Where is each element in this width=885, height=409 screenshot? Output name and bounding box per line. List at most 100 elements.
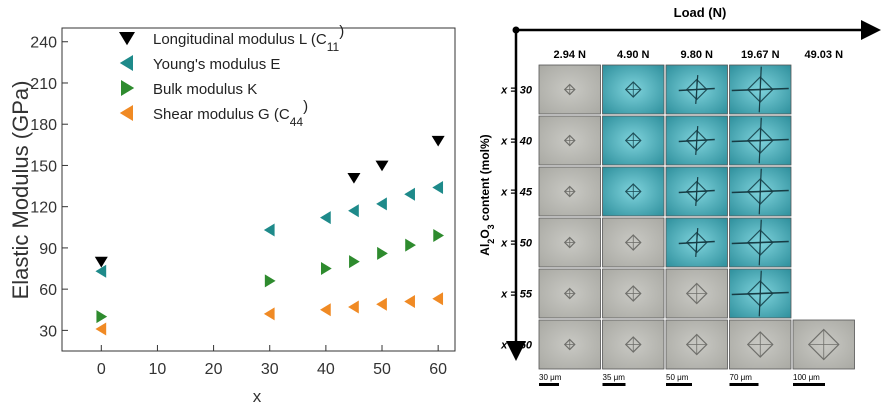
x-axis-ticks: 0 10 20 30 40 50 60 xyxy=(97,345,447,378)
data-point xyxy=(263,307,275,321)
y-tick-label: 30 xyxy=(39,323,57,340)
micrograph-cell xyxy=(538,268,601,319)
data-point xyxy=(404,295,415,309)
y-tick-label: 120 xyxy=(30,200,57,217)
crack-line xyxy=(758,219,762,266)
micrograph-cell xyxy=(729,268,792,319)
x-tick-label: 0 xyxy=(97,361,106,378)
data-point xyxy=(320,303,331,317)
crack-line xyxy=(695,126,699,155)
indentation-image-grid: Load (N) Al2O3 content (mol%) 2.94 N 4.90… xyxy=(478,5,881,386)
data-point xyxy=(95,264,107,278)
data-point xyxy=(433,229,445,243)
scale-bar xyxy=(666,383,692,386)
x-tick-label: 20 xyxy=(205,361,223,378)
x-axis-label: x xyxy=(253,387,262,406)
micrograph-cell xyxy=(538,115,601,166)
load-column-label: 49.03 N xyxy=(804,49,843,61)
data-point xyxy=(263,223,275,237)
legend-label: Longitudinal modulus L (C11) xyxy=(153,23,344,55)
crack-line xyxy=(758,270,762,317)
micrograph-cell xyxy=(665,268,728,319)
micrograph-cell xyxy=(665,64,728,115)
y-tick-label: 180 xyxy=(30,117,57,134)
data-point xyxy=(375,160,389,172)
y-axis-label: Elastic Modulus (GPa) xyxy=(8,81,33,300)
load-axis-label: Load (N) xyxy=(674,5,727,20)
crack-line xyxy=(695,177,699,206)
legend-marker xyxy=(119,105,133,121)
crack-line xyxy=(695,75,699,104)
micrograph-cell xyxy=(538,217,601,268)
data-point xyxy=(347,172,361,184)
data-point xyxy=(349,255,360,269)
load-column-label: 9.80 N xyxy=(681,49,713,61)
data-point xyxy=(264,274,276,288)
data-point xyxy=(405,238,416,252)
data-point xyxy=(320,262,332,276)
scale-bar xyxy=(602,383,626,386)
micrograph-cell xyxy=(602,217,665,268)
data-point xyxy=(320,211,331,225)
data-point xyxy=(95,322,107,336)
content-row-label: x = 40 xyxy=(500,136,533,148)
micrograph-cell xyxy=(665,319,728,370)
y-axis-ticks: 30 60 90 120 150 180 210 240 xyxy=(30,35,68,340)
micrograph-cell xyxy=(602,64,665,115)
legend-marker xyxy=(119,55,133,71)
y-tick-label: 210 xyxy=(30,76,57,93)
y-tick-label: 60 xyxy=(39,282,57,299)
content-row-label: x = 50 xyxy=(500,238,533,250)
x-tick-label: 60 xyxy=(429,361,447,378)
legend-label: Young's modulus E xyxy=(153,56,280,73)
scale-bar-label: 30 μm xyxy=(539,373,562,382)
micrograph-cell xyxy=(538,319,601,370)
crack-line xyxy=(758,168,762,215)
micrograph-cell xyxy=(538,166,601,217)
y-tick-label: 90 xyxy=(39,241,57,258)
x-tick-label: 40 xyxy=(317,361,335,378)
legend: Longitudinal modulus L (C11)Young's modu… xyxy=(119,23,344,130)
crack-line xyxy=(695,228,699,257)
legend-marker xyxy=(119,32,135,46)
load-column-label: 2.94 N xyxy=(554,49,586,61)
x-tick-label: 50 xyxy=(373,361,391,378)
x-tick-label: 10 xyxy=(149,361,167,378)
data-point xyxy=(432,180,444,194)
scale-bar xyxy=(729,383,759,386)
crack-line xyxy=(758,66,762,113)
data-points xyxy=(94,135,445,336)
data-point xyxy=(404,187,415,201)
content-row-label: x = 55 xyxy=(500,289,533,301)
data-point xyxy=(377,246,388,260)
micrograph-cell xyxy=(792,319,855,370)
crack-line xyxy=(758,117,762,164)
load-column-label: 19.67 N xyxy=(741,49,780,61)
data-point xyxy=(432,292,444,306)
micrograph-cell xyxy=(602,319,665,370)
content-row-labels: x = 30 x = 40 x = 45 x = 50 x = 55 x = 60 xyxy=(500,85,533,352)
micrograph-cell xyxy=(602,115,665,166)
data-point xyxy=(96,310,108,324)
micrograph-cell xyxy=(729,166,792,217)
micrograph-cell xyxy=(729,115,792,166)
legend-marker xyxy=(121,80,135,96)
micrograph-cell xyxy=(602,166,665,217)
scale-bars: 30 μm 35 μm 50 μm 70 μm 100 μm xyxy=(539,373,825,386)
scale-bar-label: 50 μm xyxy=(666,373,689,382)
data-point xyxy=(348,300,359,314)
scale-bar xyxy=(539,383,559,386)
scale-bar-label: 100 μm xyxy=(793,373,820,382)
content-row-label: x = 60 xyxy=(500,340,533,352)
micrograph-cell xyxy=(729,319,792,370)
load-column-label: 4.90 N xyxy=(617,49,649,61)
content-axis-label: Al2O3 content (mol%) xyxy=(478,134,496,255)
micrograph-cell xyxy=(602,268,665,319)
data-point xyxy=(376,197,387,211)
legend-label: Shear modulus G (C44) xyxy=(153,98,308,130)
scale-bar-label: 70 μm xyxy=(730,373,753,382)
micrograph-cell xyxy=(665,115,728,166)
data-point xyxy=(431,135,445,147)
y-tick-label: 240 xyxy=(30,35,57,52)
micrograph-cell xyxy=(538,64,601,115)
